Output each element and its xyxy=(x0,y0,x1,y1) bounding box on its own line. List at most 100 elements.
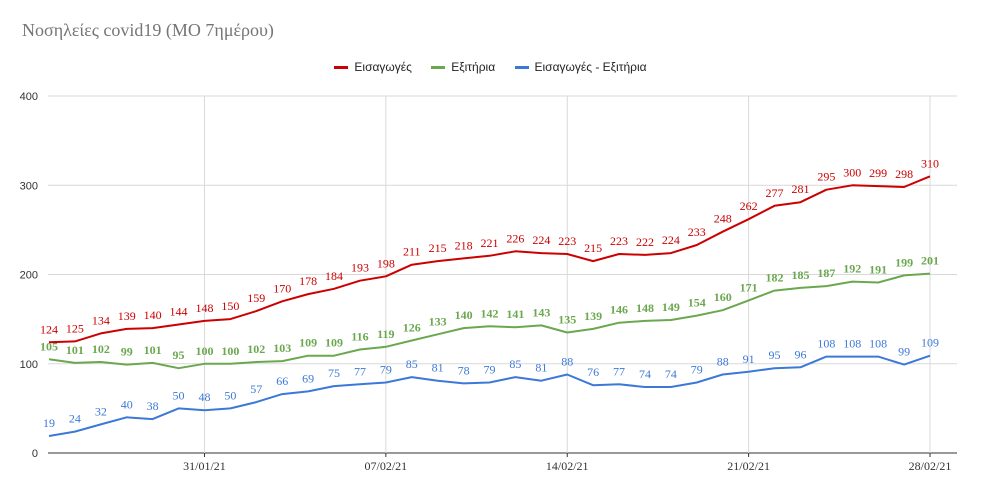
data-label: 108 xyxy=(869,337,887,351)
y-tick-label: 0 xyxy=(32,448,38,460)
data-label: 109 xyxy=(325,336,343,350)
data-label: 74 xyxy=(665,367,677,381)
data-label: 215 xyxy=(429,241,447,255)
data-label: 187 xyxy=(817,266,835,280)
data-label: 133 xyxy=(429,314,447,328)
chart-title: Νοσηλείες covid19 (ΜΟ 7ημέρου) xyxy=(22,20,274,40)
data-label: 109 xyxy=(921,336,939,350)
data-label: 159 xyxy=(247,291,265,305)
data-label: 182 xyxy=(766,271,784,285)
data-label: 108 xyxy=(817,337,835,351)
data-label: 101 xyxy=(144,343,162,357)
data-label: 88 xyxy=(717,354,729,368)
data-label: 191 xyxy=(869,263,887,277)
y-tick-label: 300 xyxy=(20,180,38,192)
data-label: 154 xyxy=(688,296,706,310)
data-label: 109 xyxy=(299,336,317,350)
data-label: 95 xyxy=(173,348,185,362)
data-label: 125 xyxy=(66,321,84,335)
y-tick-label: 200 xyxy=(20,270,38,282)
data-label: 223 xyxy=(558,234,576,248)
data-label: 81 xyxy=(432,361,444,375)
data-label: 66 xyxy=(276,374,288,388)
legend-swatch-net xyxy=(514,66,529,70)
data-label: 222 xyxy=(636,235,654,249)
data-label: 148 xyxy=(195,301,213,315)
y-tick-label: 100 xyxy=(20,359,38,371)
series-line-2 xyxy=(48,354,931,437)
data-label: 74 xyxy=(639,367,651,381)
data-label: 38 xyxy=(147,399,159,413)
data-label: 148 xyxy=(636,301,654,315)
x-tick-label: 21/02/21 xyxy=(727,459,770,473)
data-label: 50 xyxy=(224,388,236,402)
data-label: 218 xyxy=(455,238,473,252)
data-label: 146 xyxy=(610,303,628,317)
data-label: 141 xyxy=(506,307,524,321)
data-label: 160 xyxy=(714,290,732,304)
legend-label-discharges: Εξιτήρια xyxy=(451,60,496,74)
data-label: 77 xyxy=(354,364,366,378)
data-label: 100 xyxy=(195,344,213,358)
data-label: 198 xyxy=(377,256,395,270)
legend-label-admissions: Εισαγωγές xyxy=(354,60,412,74)
data-label: 144 xyxy=(170,304,188,318)
data-label: 77 xyxy=(613,364,625,378)
data-label: 277 xyxy=(766,186,784,200)
x-tick-label: 28/02/21 xyxy=(909,459,952,473)
data-label: 102 xyxy=(92,342,110,356)
data-label: 108 xyxy=(843,337,861,351)
x-tick-label: 14/02/21 xyxy=(546,459,589,473)
data-label: 57 xyxy=(250,382,262,396)
legend-item-admissions[interactable]: Εισαγωγές xyxy=(334,60,412,74)
data-label: 76 xyxy=(587,365,599,379)
data-label: 134 xyxy=(92,313,110,327)
legend-item-discharges[interactable]: Εξιτήρια xyxy=(431,60,495,74)
data-label: 223 xyxy=(610,234,628,248)
data-label: 262 xyxy=(740,199,758,213)
legend-item-net[interactable]: Εισαγωγές - Εξιτήρια xyxy=(514,60,647,74)
data-label: 211 xyxy=(403,245,421,259)
legend-swatch-admissions xyxy=(334,66,349,70)
data-label: 32 xyxy=(95,404,107,418)
data-label: 102 xyxy=(247,342,265,356)
data-label: 140 xyxy=(455,308,473,322)
data-label: 300 xyxy=(843,165,861,179)
data-label: 149 xyxy=(662,300,680,314)
data-label: 124 xyxy=(40,322,58,336)
data-label: 85 xyxy=(509,357,521,371)
data-label: 170 xyxy=(273,281,291,295)
x-tick-label: 07/02/21 xyxy=(365,459,408,473)
data-label: 126 xyxy=(403,321,421,335)
data-label: 91 xyxy=(743,352,755,366)
data-label: 226 xyxy=(506,231,524,245)
data-label: 105 xyxy=(40,339,58,353)
data-label: 19 xyxy=(43,416,55,430)
data-label: 99 xyxy=(121,345,133,359)
legend-label-net: Εισαγωγές - Εξιτήρια xyxy=(534,60,647,74)
data-label: 96 xyxy=(794,347,806,361)
data-label: 81 xyxy=(535,361,547,375)
data-label: 295 xyxy=(817,170,835,184)
data-label: 299 xyxy=(869,166,887,180)
legend: Εισαγωγές Εξιτήρια Εισαγωγές - Εξιτήρια xyxy=(0,60,981,74)
data-label: 48 xyxy=(198,390,210,404)
data-label: 116 xyxy=(351,329,368,343)
data-label: 281 xyxy=(791,182,809,196)
data-label: 24 xyxy=(69,412,81,426)
data-label: 298 xyxy=(895,167,913,181)
data-label: 50 xyxy=(173,388,185,402)
data-label: 233 xyxy=(688,225,706,239)
data-label: 79 xyxy=(380,362,392,376)
data-label: 150 xyxy=(221,299,239,313)
data-label: 69 xyxy=(302,371,314,385)
data-label: 79 xyxy=(691,362,703,376)
data-label: 99 xyxy=(898,345,910,359)
data-label: 79 xyxy=(484,362,496,376)
data-label: 199 xyxy=(895,255,913,269)
series-line-1 xyxy=(48,272,931,370)
series-line-0 xyxy=(48,175,931,344)
data-label: 119 xyxy=(377,327,394,341)
data-label: 40 xyxy=(121,397,133,411)
